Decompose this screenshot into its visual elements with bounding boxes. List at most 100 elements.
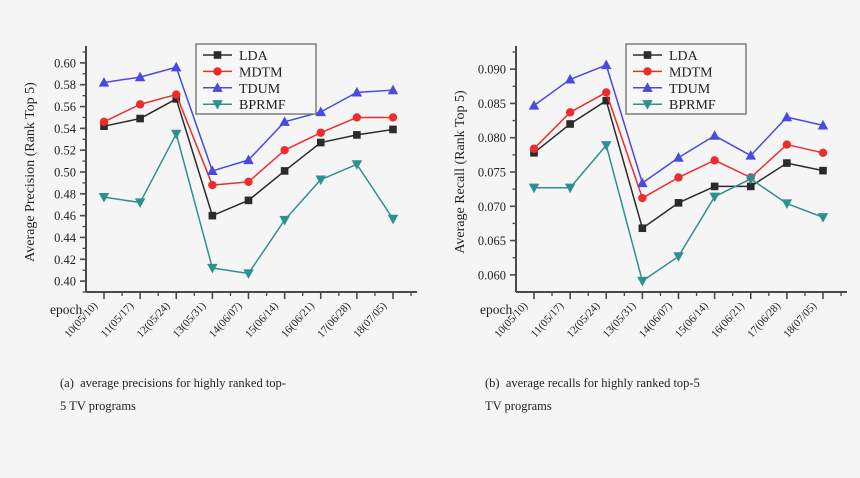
legend-label-bprmf: BPRMF — [669, 98, 716, 113]
x-axis-tick-label-group: 12(05/24) — [135, 300, 173, 341]
legend-label-mdtm: MDTM — [239, 65, 283, 80]
x-axis-tick-label: 12(05/24) — [135, 300, 173, 341]
data-point-marker-square — [638, 224, 647, 233]
data-point-marker-square — [783, 159, 791, 167]
y-axis-tick-label: 0.40 — [54, 275, 76, 289]
data-point-marker-square — [710, 182, 719, 191]
caption-line-1: (b) average recalls for highly ranked to… — [485, 376, 700, 390]
data-point-marker-circle — [782, 140, 792, 149]
x-axis-tick-label-group: 15(06/14) — [243, 300, 281, 341]
data-point-marker-square — [280, 167, 289, 175]
data-point-marker-triangle-down — [709, 192, 720, 203]
caption-line-2: TV programs — [485, 399, 552, 414]
data-point-marker-triangle-down — [817, 213, 829, 223]
data-point-marker-square — [316, 138, 325, 147]
data-point-marker-triangle-down — [642, 100, 653, 110]
panel-average-recall: 0.060 0.065 0.070 0.075 0.080 0.085 0.090 10(05… — [430, 0, 860, 478]
x-axis-title: epoch — [50, 302, 82, 317]
data-point-marker-triangle-down — [279, 215, 290, 226]
data-point-marker-triangle-down — [98, 192, 110, 203]
caption-line-1: (a) average precisions for highly ranked… — [60, 376, 286, 390]
x-axis-tick-label: 14(06/07) — [637, 300, 675, 341]
x-axis-tick-label-group: 14(06/07) — [637, 300, 675, 341]
data-point-marker-triangle-down — [315, 175, 326, 186]
y-axis-title: Average Precision (Rank Top 5) — [23, 82, 38, 262]
y-axis-tick-label: 0.52 — [54, 144, 76, 158]
data-point-marker-triangle-down — [351, 160, 363, 170]
panel-average-precision: 0.40 0.42 0.44 0.46 0.48 0.50 0.52 0.54 0.56 0.58… — [23, 43, 417, 418]
legend-label-bprmf: BPRMF — [239, 98, 286, 113]
chart-svg: 0.40 0.42 0.44 0.46 0.48 0.50 0.52 0.54 0.56 0.58… — [23, 43, 417, 341]
data-point-marker-triangle-up — [315, 106, 326, 117]
x-axis-tick-label: 18(07/05) — [781, 300, 819, 341]
data-point-marker-triangle-up — [642, 82, 653, 92]
data-point-marker-triangle-up — [243, 154, 254, 165]
data-point-marker-triangle-down — [207, 263, 218, 274]
y-axis-tick-label: 0.075 — [478, 166, 506, 180]
x-axis-tick-label: 17(06/28) — [745, 300, 783, 341]
x-axis-tick-label: 11(05/17) — [529, 300, 567, 340]
data-point-marker-triangle-up — [673, 152, 684, 162]
data-point-marker-circle — [818, 148, 828, 158]
data-point-marker-circle — [388, 113, 398, 122]
data-point-marker-square — [674, 199, 683, 207]
x-axis-tick-label: 13(05/31) — [601, 300, 639, 341]
data-point-marker-triangle-up — [387, 84, 399, 95]
data-point-marker-circle — [643, 67, 652, 76]
x-axis-tick-label-group: 11(05/17) — [529, 300, 567, 340]
data-point-marker-circle — [244, 177, 253, 187]
data-point-marker-circle — [280, 145, 289, 155]
data-point-marker-triangle-down — [673, 252, 684, 262]
data-point-marker-triangle-up — [528, 100, 540, 110]
data-point-marker-triangle-up — [781, 111, 793, 122]
data-point-marker-circle — [529, 144, 539, 153]
series-line-lda — [533, 99, 824, 229]
x-axis-tick-label-group: 16(06/21) — [279, 300, 317, 341]
x-axis-tick-label-group: 17(06/28) — [745, 300, 783, 341]
data-point-marker-triangle-down — [564, 183, 576, 194]
data-point-marker-triangle-down — [637, 276, 648, 287]
data-point-marker-square — [213, 51, 222, 59]
x-axis-tick-label-group: 12(05/24) — [565, 300, 603, 341]
data-point-marker-triangle-down — [134, 198, 146, 208]
x-axis-tick-label: 15(06/14) — [243, 300, 281, 341]
x-axis-tick-label-group: 18(07/05) — [351, 300, 389, 341]
data-point-marker-circle — [602, 88, 611, 97]
data-point-marker-triangle-down — [387, 214, 399, 225]
x-axis-title: epoch — [480, 302, 512, 317]
y-axis-tick-label: 0.065 — [478, 234, 506, 248]
y-axis-title: Average Recall (Rank Top 5) — [453, 90, 468, 254]
data-point-marker-triangle-up — [279, 116, 290, 126]
y-axis-tick-label: 0.60 — [54, 56, 76, 70]
caption-panel-a: (a) average precisions for highly ranked… — [60, 372, 390, 418]
x-axis-tick-label: 16(06/21) — [279, 300, 317, 341]
y-axis-title-group: Average Precision (Rank Top 5) — [23, 82, 38, 262]
data-point-marker-triangle-up — [817, 119, 829, 130]
x-axis-tick-label: 11(05/17) — [99, 300, 137, 340]
y-axis-tick-label: 0.46 — [54, 209, 76, 223]
caption-panel-b: (b) average recalls for highly ranked to… — [485, 372, 825, 418]
data-point-marker-triangle-up — [564, 73, 576, 84]
data-point-marker-circle — [172, 90, 181, 99]
data-point-marker-square — [389, 125, 397, 134]
y-axis-tick-label: 0.44 — [54, 231, 77, 245]
data-point-marker-triangle-down — [171, 129, 182, 140]
x-axis-tick-label: 18(07/05) — [351, 300, 389, 341]
data-point-marker-triangle-up — [98, 77, 110, 87]
data-point-marker-square — [244, 196, 253, 205]
data-point-marker-triangle-up — [207, 165, 218, 176]
data-point-marker-circle — [710, 156, 719, 165]
data-point-marker-square — [643, 51, 652, 59]
x-axis-tick-label-group: 13(05/31) — [171, 300, 209, 341]
x-axis-tick-label: 16(06/21) — [709, 300, 747, 341]
y-axis-tick-label: 0.50 — [54, 166, 76, 180]
data-point-marker-triangle-down — [745, 174, 756, 185]
data-point-marker-triangle-up — [601, 59, 612, 70]
data-point-marker-triangle-down — [243, 269, 254, 279]
y-axis-tick-label: 0.48 — [54, 187, 76, 201]
data-point-marker-triangle-up — [212, 82, 223, 92]
data-point-marker-square — [566, 120, 574, 128]
data-point-marker-triangle-up — [351, 86, 363, 97]
